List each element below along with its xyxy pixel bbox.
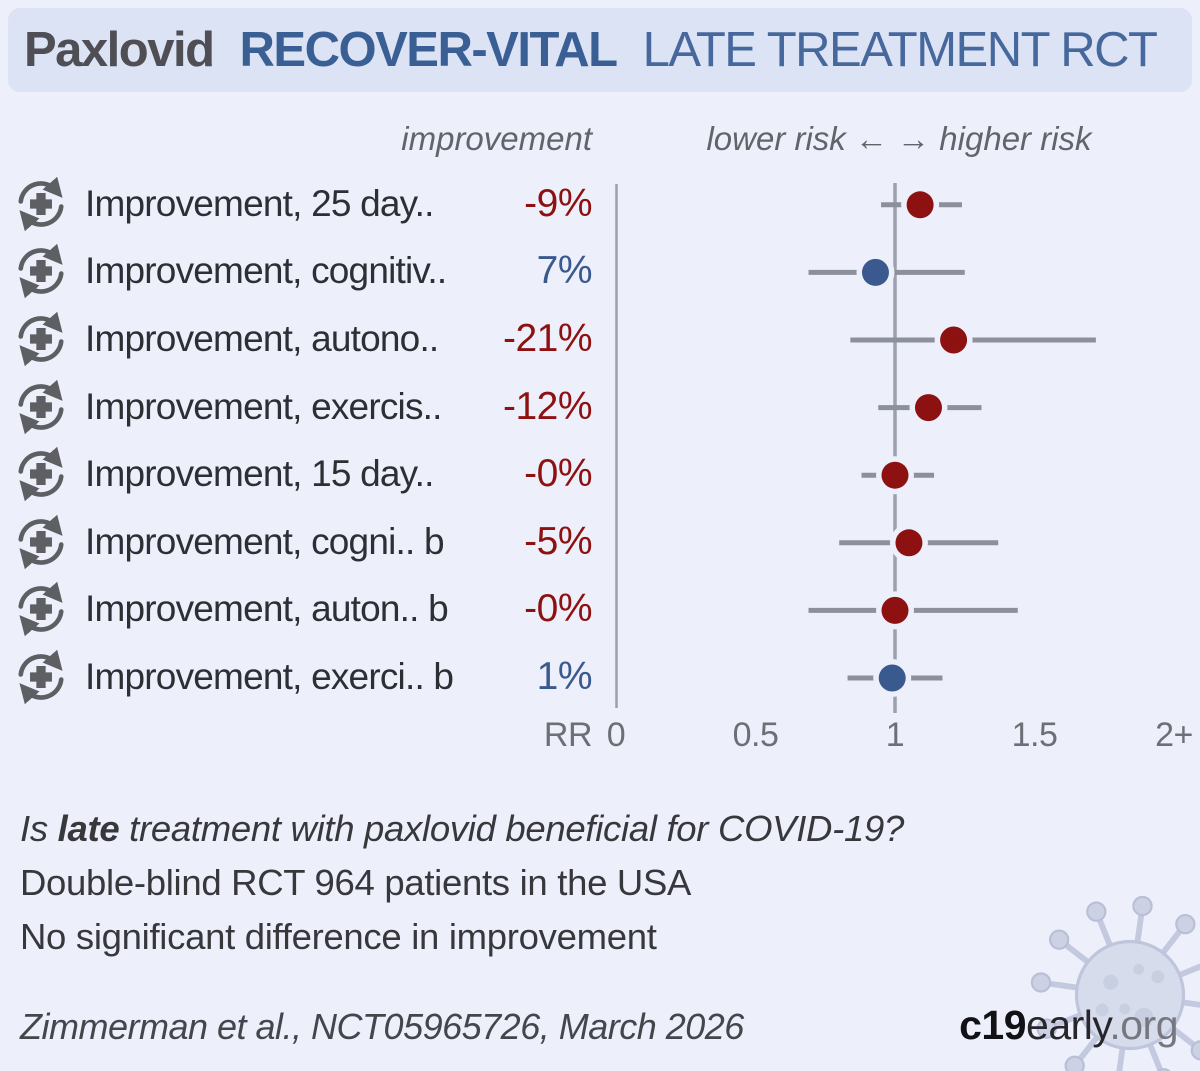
recovery-icon	[14, 380, 68, 434]
brand-early: early	[1026, 1002, 1110, 1048]
forest-dot	[861, 258, 889, 286]
outcome-improvement-value: 1%	[536, 654, 593, 698]
outcome-label: Improvement, cogni.. b	[85, 520, 445, 562]
title-band: Paxlovid RECOVER-VITAL LATE TREATMENT RC…	[8, 8, 1192, 92]
forest-dot	[895, 529, 923, 557]
forest-dot	[881, 596, 909, 624]
axis-tick: 1	[885, 716, 905, 754]
recovery-icon	[14, 177, 68, 231]
outcome-label: Improvement, auton.. b	[85, 588, 449, 630]
axis-tick: 2+	[1155, 716, 1193, 754]
outcome-label: Improvement, cognitiv..	[85, 250, 447, 292]
forest-dot	[881, 461, 909, 489]
outcome-row[interactable]: Improvement, cognitiv.. 7%	[14, 238, 593, 306]
outcome-improvement-value: -21%	[502, 316, 593, 360]
title-treatment-type: LATE TREATMENT RCT	[642, 23, 1158, 77]
recovery-icon	[14, 447, 68, 501]
recovery-icon	[14, 244, 68, 298]
outcome-row[interactable]: Improvement, autono.. -21%	[14, 305, 593, 373]
outcome-improvement-value: -9%	[524, 181, 592, 225]
outcome-row[interactable]: Improvement, exercis.. -12%	[14, 373, 593, 441]
summary-block: Is late treatment with paxlovid benefici…	[20, 802, 904, 964]
outcome-row[interactable]: Improvement, cogni.. b -5%	[14, 508, 592, 576]
outcome-improvement-value: -0%	[524, 452, 592, 496]
outcome-improvement-value: 7%	[536, 249, 593, 293]
forest-dot	[878, 664, 906, 692]
title-study: RECOVER-VITAL	[239, 23, 619, 77]
outcome-label: Improvement, 15 day..	[85, 453, 434, 495]
forest-dot	[940, 326, 968, 354]
summary-question: Is late treatment with paxlovid benefici…	[20, 808, 904, 849]
brand-c19: c19	[959, 1002, 1027, 1048]
recovery-icon	[14, 515, 68, 569]
forest-dot	[906, 191, 934, 219]
outcome-improvement-value: -12%	[502, 384, 593, 428]
outcome-label: Improvement, exercis..	[85, 385, 442, 427]
outcome-improvement-value: -0%	[524, 587, 592, 631]
title-drug: Paxlovid	[24, 23, 215, 77]
brand-org: .org	[1109, 1002, 1178, 1048]
summary-result: No significant difference in improvement	[20, 916, 657, 957]
outcome-label: Improvement, 25 day..	[85, 182, 434, 224]
outcome-row[interactable]: Improvement, 15 day.. -0%	[14, 440, 592, 508]
axis-tick: 1.5	[1011, 716, 1058, 754]
citation: Zimmerman et al., NCT05965726, March 202…	[20, 1006, 744, 1047]
axis-label-rr: RR	[543, 716, 593, 754]
summary-study-design: Double-blind RCT 964 patients in the USA	[20, 862, 692, 903]
column-header-improvement: improvement	[401, 120, 592, 157]
outcome-row[interactable]: Improvement, exerci.. b 1%	[14, 643, 593, 711]
outcome-label: Improvement, exerci.. b	[85, 655, 454, 697]
recovery-icon	[14, 312, 68, 366]
outcome-label: Improvement, autono..	[85, 317, 439, 359]
outcome-improvement-value: -5%	[524, 519, 592, 563]
axis-tick: 0	[606, 716, 626, 754]
recovery-icon	[14, 582, 68, 636]
coronavirus-illustration	[1030, 895, 1200, 1071]
column-header-risk-scale: lower risk ← → higher risk	[706, 120, 1092, 157]
brand-link[interactable]: c19early.org	[959, 1002, 1178, 1049]
outcome-row[interactable]: Improvement, auton.. b -0%	[14, 576, 592, 644]
outcome-row[interactable]: Improvement, 25 day.. -9%	[14, 170, 592, 238]
recovery-icon	[14, 650, 68, 704]
outcome-rows: Improvement, 25 day.. -9% Improvement, c…	[14, 170, 593, 711]
axis-tick: 0.5	[732, 716, 779, 754]
forest-dot	[914, 394, 942, 422]
